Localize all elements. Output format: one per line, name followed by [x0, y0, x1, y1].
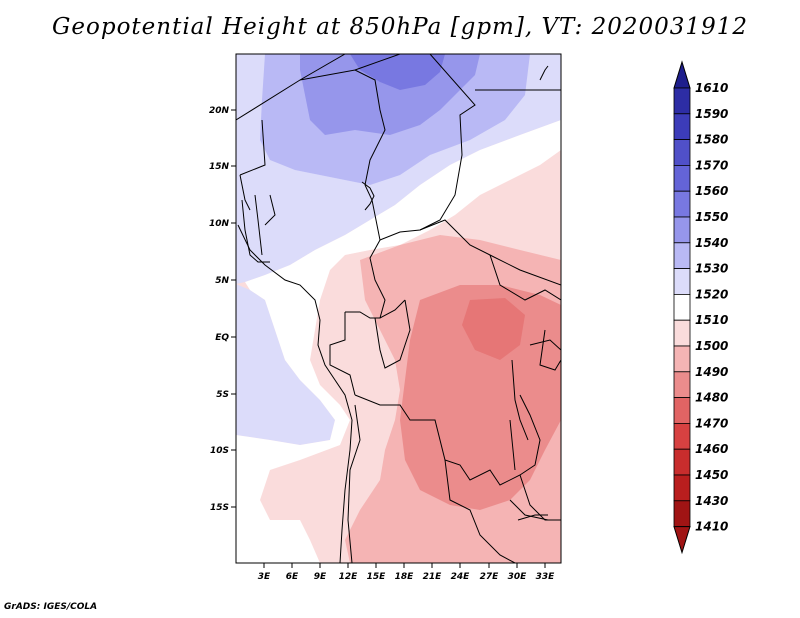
legend-label: 1570 [695, 158, 728, 172]
legend-swatch [673, 500, 691, 527]
lon-label: 12E [339, 572, 359, 582]
legend-label: 1410 [695, 520, 728, 534]
lat-label: 5N [215, 276, 229, 286]
lon-labels: 3E 6E 9E 12E 15E 18E 21E 24E 27E 30E 33E [258, 572, 555, 582]
legend-swatch [673, 422, 691, 450]
legend-swatch [673, 345, 691, 373]
legend-label: 1500 [695, 339, 728, 353]
legend-label: 1520 [695, 287, 728, 301]
legend-swatch [673, 268, 691, 295]
lat-label: 5S [216, 390, 229, 400]
credit-footer: GrADS: IGES/COLA [4, 602, 98, 612]
legend-label: 1470 [695, 416, 728, 430]
legend-swatch [673, 190, 691, 218]
legend-label: 1610 [695, 81, 728, 95]
legend-arrow-bottom [673, 526, 691, 555]
legend-label: 1480 [695, 391, 728, 405]
legend-label: 1530 [695, 262, 728, 276]
contour-1510 [236, 120, 561, 563]
legend-label: 1550 [695, 210, 728, 224]
legend-label: 1510 [695, 313, 728, 327]
legend-swatch [673, 242, 691, 270]
legend-swatch [673, 113, 691, 141]
lon-axis [263, 563, 546, 568]
country-borders [236, 54, 561, 563]
contour-1520-south [236, 284, 335, 445]
lat-axis [231, 109, 236, 508]
lon-label: 9E [314, 572, 327, 582]
map-title: Geopotential Height at 850hPa [gpm], VT:… [52, 14, 748, 40]
lat-label: 10N [209, 219, 230, 229]
legend-swatch [673, 87, 691, 115]
legend-swatch [673, 319, 691, 347]
lat-label: EQ [215, 333, 229, 343]
legend-swatch [673, 474, 691, 502]
legend-swatch [673, 164, 691, 192]
lon-label: 18E [395, 572, 415, 582]
legend-swatch [673, 293, 691, 321]
contour-fields [236, 54, 561, 563]
legend-swatch [673, 371, 691, 398]
legend-swatch [673, 139, 691, 166]
legend-label: 1540 [695, 236, 728, 250]
lon-label: 24E [451, 572, 471, 582]
lat-label: 15N [209, 162, 230, 172]
legend-label: 1450 [695, 468, 728, 482]
legend-swatch [673, 216, 691, 244]
lon-label: 21E [423, 572, 443, 582]
legend-label: 1590 [695, 107, 728, 121]
lon-label: 33E [536, 572, 556, 582]
lon-label: 3E [258, 572, 271, 582]
lat-label: 10S [210, 446, 229, 456]
legend-swatch [673, 397, 691, 424]
legend-label: 1560 [695, 184, 728, 198]
contour-1480 [400, 285, 561, 510]
legend-label: 1430 [695, 494, 728, 508]
legend-label: 1460 [695, 442, 728, 456]
lat-label: 15S [210, 503, 229, 513]
lon-label: 15E [367, 572, 387, 582]
legend-label: 1580 [695, 133, 728, 147]
contour-1470 [462, 298, 525, 360]
map-frame [235, 53, 562, 564]
lat-label: 20N [209, 106, 230, 116]
lon-label: 27E [480, 572, 500, 582]
lat-labels: 20N 15N 10N 5N EQ 5S 10S 15S [209, 106, 230, 513]
color-legend: 1610 1590 1580 1570 1560 1550 1540 1530 1520 1510… [673, 60, 728, 555]
legend-swatch [673, 448, 691, 476]
legend-arrow-top [673, 60, 691, 89]
legend-label: 1490 [695, 365, 728, 379]
lon-label: 6E [286, 572, 299, 582]
lon-label: 30E [508, 572, 528, 582]
